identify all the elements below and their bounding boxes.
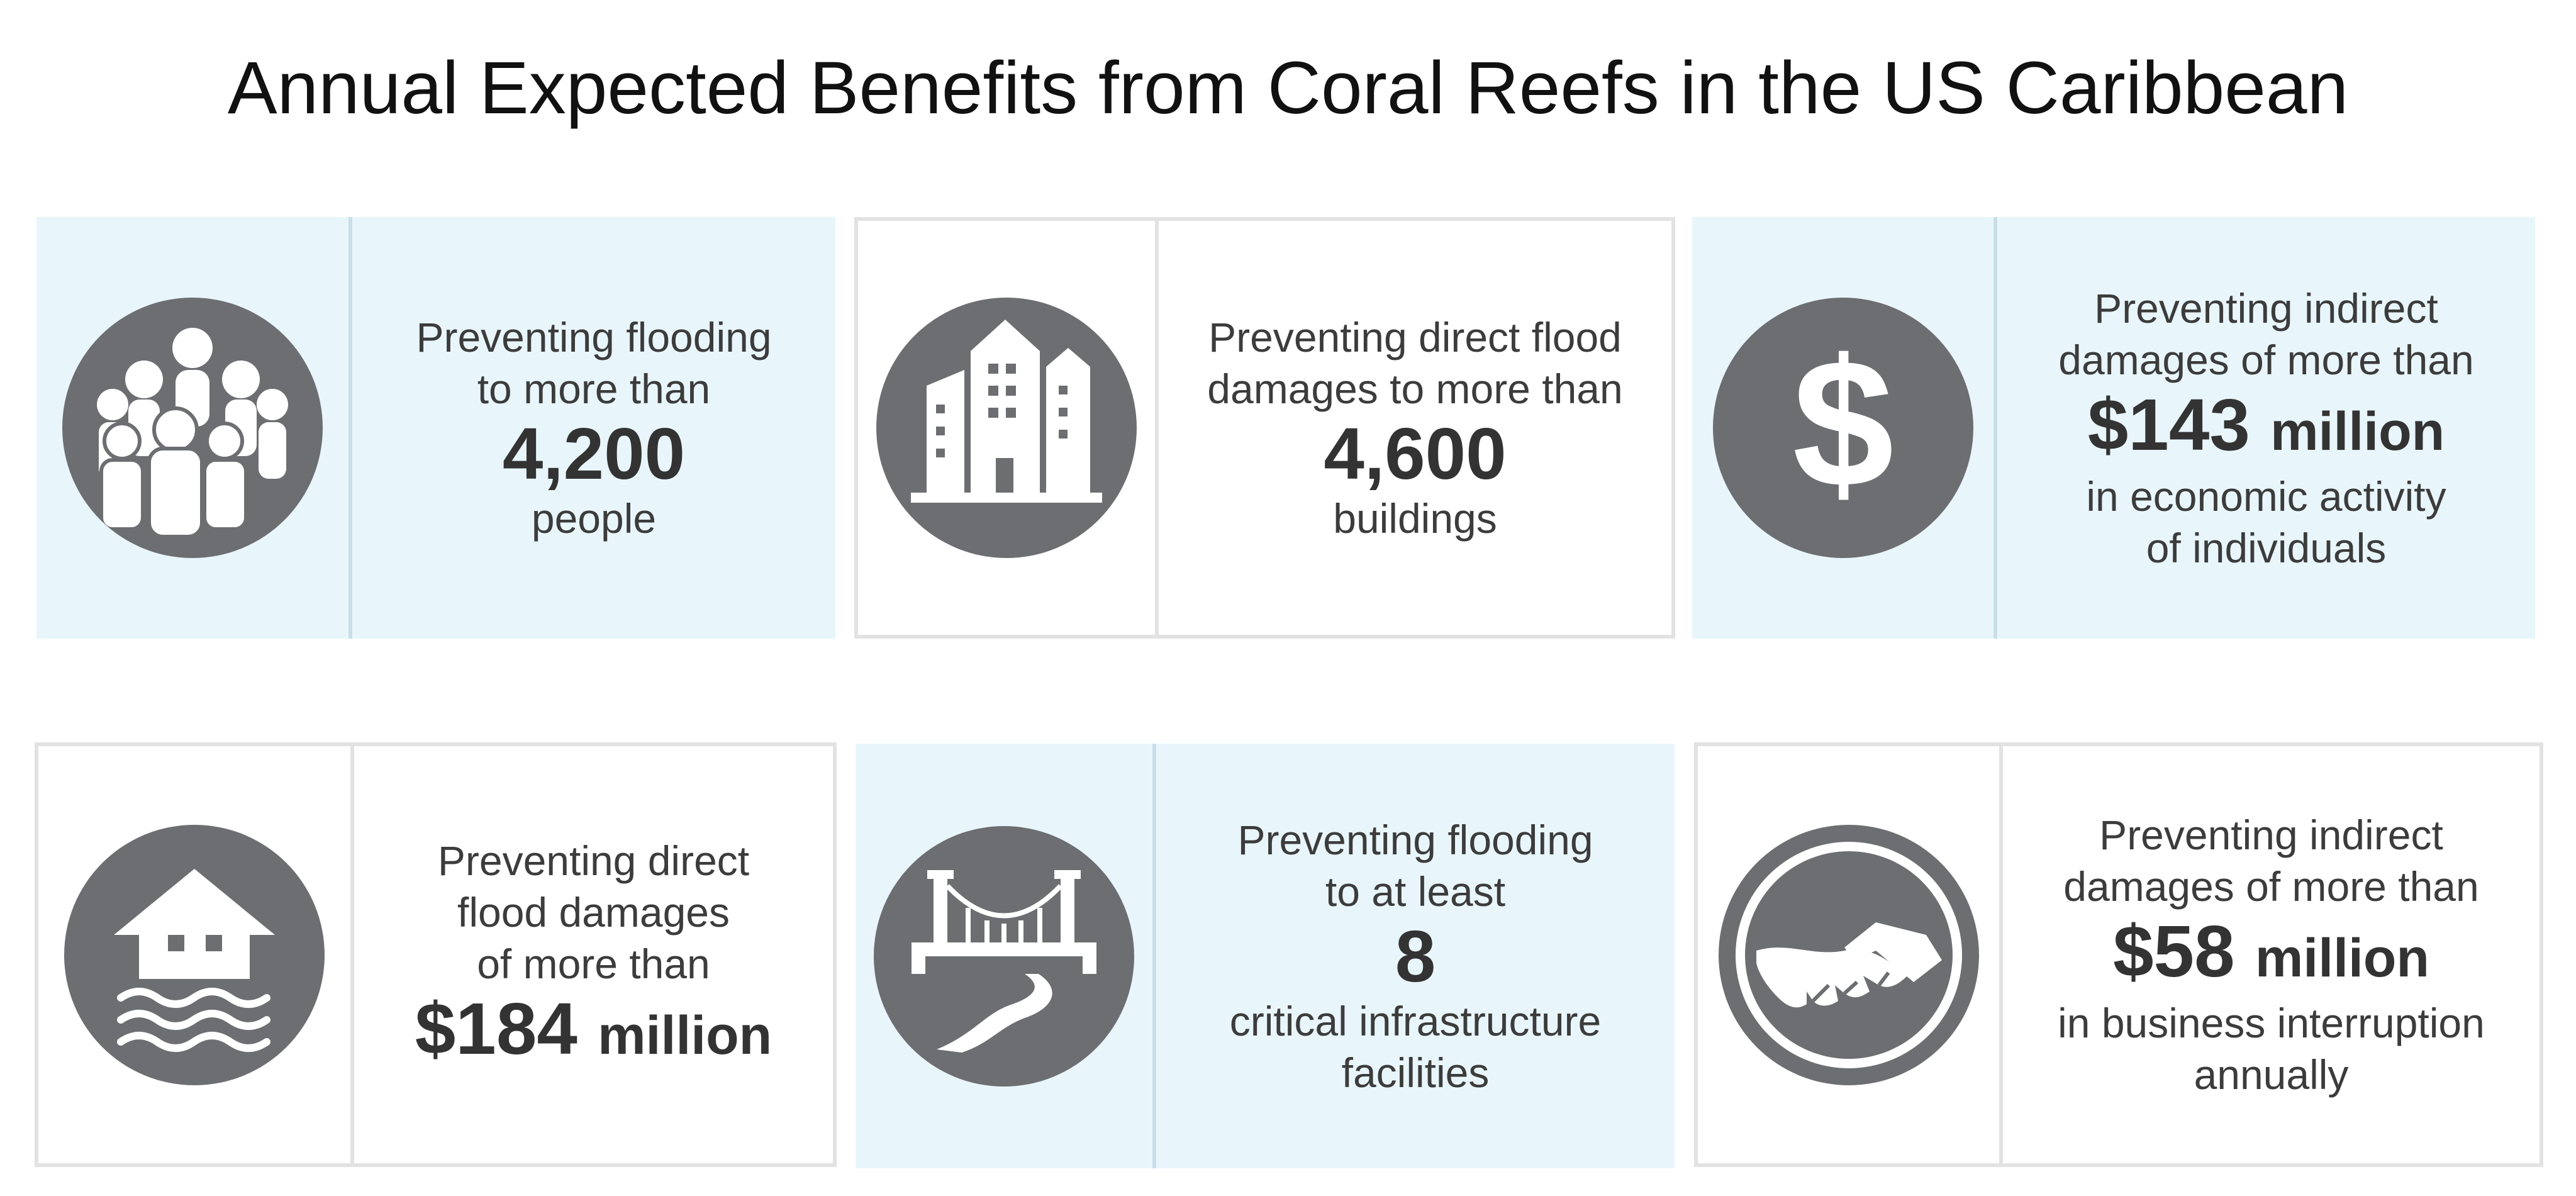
icon-column — [858, 221, 1159, 635]
before-line: damages to more than — [1207, 366, 1623, 412]
benefit-text: Preventing flooding to more than 4,200 p… — [352, 217, 835, 639]
benefit-card-people: Preventing flooding to more than 4,200 p… — [36, 217, 835, 639]
after-line: annually — [2194, 1051, 2349, 1098]
before-line: Preventing direct flood — [1208, 314, 1622, 360]
before-line: flood damages — [457, 889, 730, 936]
icon-column — [38, 746, 354, 1163]
after-line: critical infrastructure — [1229, 997, 1602, 1044]
before-line: to at least — [1325, 868, 1506, 915]
benefit-value: $143 million — [2087, 383, 2445, 466]
after-line: buildings — [1333, 495, 1497, 542]
after-line: people — [531, 495, 657, 542]
benefit-value: 8 — [1395, 915, 1436, 997]
before-line: Preventing indirect — [2094, 284, 2438, 332]
before-line: Preventing flooding — [1237, 816, 1593, 863]
benefit-text: Preventing direct flood damages to more … — [1159, 221, 1671, 635]
bridge-road-icon — [874, 825, 1134, 1087]
benefit-unit: million — [2255, 928, 2429, 988]
after-line: facilities — [1341, 1049, 1490, 1096]
before-line: Preventing direct — [437, 837, 750, 884]
benefit-value: 4,600 — [1324, 413, 1507, 495]
benefit-card-economic-activity: $ Preventing indirect damages of more th… — [1692, 217, 2535, 639]
benefit-value: $58 million — [2113, 910, 2429, 992]
benefit-value: 4,200 — [502, 413, 686, 495]
benefit-text: Preventing indirect damages of more than… — [2003, 746, 2540, 1163]
before-line: Preventing indirect — [2099, 812, 2443, 858]
benefit-value: $184 million — [415, 988, 772, 1070]
icon-column — [1698, 746, 2003, 1163]
before-line: damages of more than — [2058, 336, 2474, 383]
handshake-icon — [1718, 824, 1979, 1085]
icon-column — [36, 217, 352, 639]
before-line: damages of more than — [2063, 863, 2479, 910]
people-group-icon — [62, 298, 323, 558]
dollar-sign-icon: $ — [1712, 298, 1973, 558]
benefit-card-buildings: Preventing direct flood damages to more … — [854, 217, 1675, 639]
flooded-house-icon — [64, 824, 325, 1085]
after-line: in economic activity — [2086, 472, 2446, 520]
page-title: Annual Expected Benefits from Coral Reef… — [227, 47, 2349, 130]
buildings-icon — [876, 298, 1137, 558]
icon-column: $ — [1692, 217, 1997, 639]
before-line: to more than — [477, 366, 711, 412]
before-line: of more than — [477, 941, 710, 987]
benefit-unit: million — [2270, 401, 2445, 462]
benefit-text: Preventing indirect damages of more than… — [1997, 217, 2535, 639]
benefit-text: Preventing flooding to at least 8 critic… — [1156, 744, 1675, 1168]
svg-text:$: $ — [1792, 321, 1893, 525]
icon-column — [856, 744, 1156, 1168]
after-line: in business interruption — [2058, 1000, 2485, 1046]
benefit-card-business-interruption: Preventing indirect damages of more than… — [1694, 742, 2543, 1167]
before-line: Preventing flooding — [416, 314, 772, 360]
benefit-unit: million — [598, 1005, 772, 1066]
benefit-text: Preventing direct flood damages of more … — [354, 746, 833, 1163]
benefit-card-flood-damages: Preventing direct flood damages of more … — [35, 742, 837, 1167]
benefit-card-infrastructure: Preventing flooding to at least 8 critic… — [856, 744, 1675, 1168]
after-line: of individuals — [2146, 524, 2387, 571]
